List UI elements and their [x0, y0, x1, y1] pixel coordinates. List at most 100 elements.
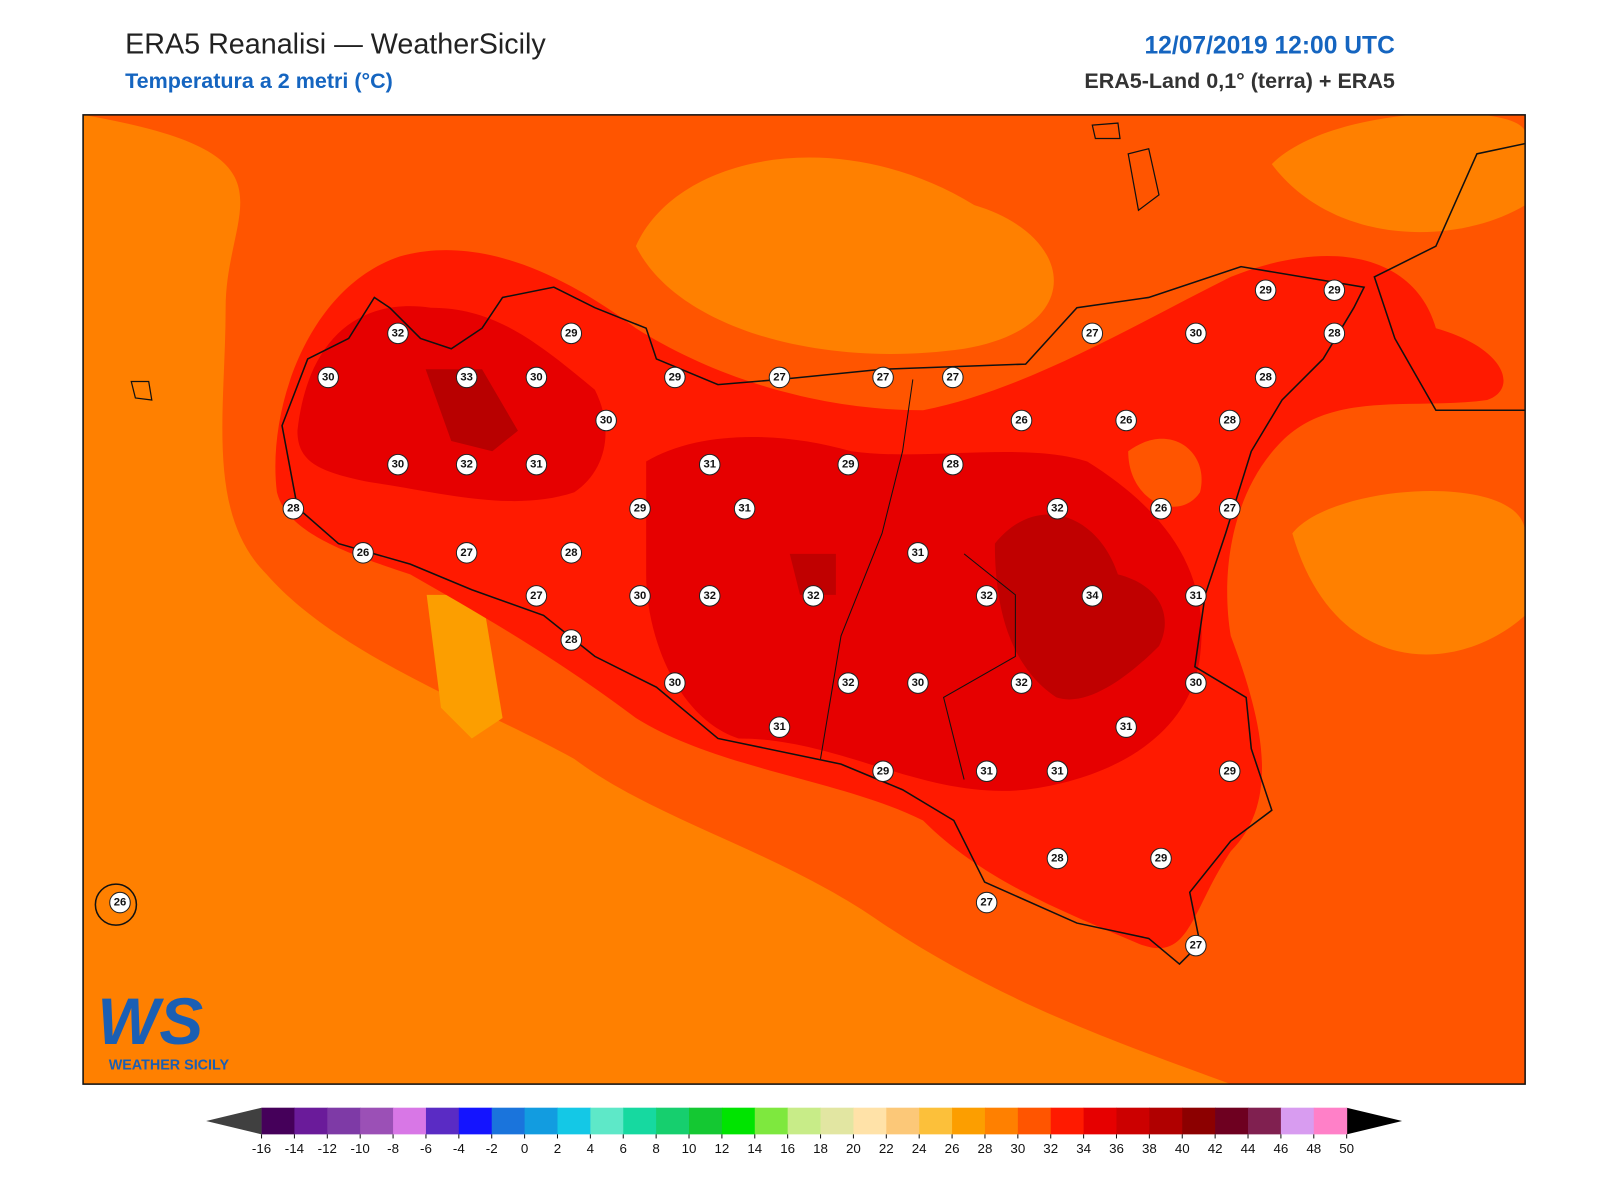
- colorbar-tick-label: 26: [945, 1141, 960, 1156]
- station-value: 27: [773, 371, 786, 383]
- colorbar-tick-label: -6: [420, 1141, 432, 1156]
- colorbar-segment: [458, 1107, 493, 1135]
- colorbar-segment: [360, 1107, 394, 1135]
- station-marker: [109, 891, 131, 914]
- station-value: 30: [634, 590, 647, 602]
- station-value: 32: [1051, 503, 1064, 515]
- station-marker: [837, 453, 859, 476]
- colorbar-tick-label: 18: [813, 1141, 828, 1156]
- station-marker: [595, 409, 617, 432]
- station-marker: [1115, 409, 1137, 432]
- station-marker: [525, 585, 548, 607]
- colorbar-segment: [1248, 1107, 1282, 1135]
- colorbar-tick-label: 40: [1175, 1141, 1190, 1156]
- station-value: 30: [322, 371, 335, 383]
- colorbar-tick-label: 32: [1043, 1141, 1058, 1156]
- station-marker: [1185, 672, 1207, 694]
- colorbar-segment: [425, 1107, 460, 1135]
- colorbar-segment: [820, 1107, 854, 1135]
- station-value: 27: [980, 897, 993, 909]
- station-marker: [664, 366, 686, 389]
- station-marker: [837, 672, 859, 694]
- station-marker: [1254, 366, 1277, 389]
- colorbar-segment: [327, 1107, 361, 1135]
- colorbar-segment: [853, 1107, 887, 1135]
- colorbar-segment: [689, 1107, 723, 1135]
- station-value: 29: [669, 371, 682, 383]
- station-value: 28: [947, 459, 960, 471]
- station-value: 26: [1015, 415, 1028, 427]
- colorbar-tick-label: 48: [1306, 1141, 1321, 1156]
- station-marker: [1185, 322, 1207, 345]
- station-value: 34: [1086, 590, 1099, 602]
- station-marker: [1150, 497, 1172, 520]
- colorbar-segment: [393, 1107, 427, 1135]
- station-value: 28: [287, 503, 300, 515]
- colorbar-segment: [754, 1107, 789, 1135]
- colorbar-segment: [919, 1107, 953, 1135]
- map-frame: [82, 114, 1526, 1085]
- station-marker: [907, 672, 929, 694]
- station-marker: [1185, 585, 1207, 607]
- title: ERA5 Reanalisi — WeatherSicily: [125, 28, 546, 60]
- colorbar-segment: [1280, 1107, 1315, 1135]
- colorbar-tick-label: -16: [252, 1141, 271, 1156]
- colorbar-segment: [886, 1107, 920, 1135]
- colorbar-segment: [524, 1107, 558, 1135]
- colorbar-tick-label: 42: [1208, 1141, 1223, 1156]
- colorbar-tick-label: 2: [554, 1141, 561, 1156]
- colorbar-segment: [1182, 1107, 1216, 1135]
- station-marker: [1115, 716, 1137, 738]
- station-marker: [768, 366, 791, 389]
- station-marker: [733, 497, 756, 520]
- station-value: 26: [1120, 415, 1133, 427]
- station-marker: [1185, 934, 1207, 957]
- colorbar-segment: [984, 1107, 1019, 1135]
- station-value: 31: [912, 547, 925, 559]
- station-value: 29: [1259, 284, 1272, 296]
- colorbar-tick-label: -14: [285, 1141, 305, 1156]
- station-marker: [1323, 279, 1346, 302]
- colorbar-tick-label: 24: [912, 1141, 927, 1156]
- colorbar-tick-label: -10: [351, 1141, 370, 1156]
- station-marker: [282, 497, 305, 520]
- colorbar-segment: [1116, 1107, 1150, 1135]
- colorbar-segment: [1215, 1107, 1249, 1135]
- colorbar-segment: [787, 1107, 822, 1135]
- datetime: 12/07/2019 12:00 UTC: [1144, 32, 1395, 59]
- station-marker: [629, 497, 651, 520]
- colorbar-over: [1346, 1107, 1403, 1135]
- station-value: 28: [1259, 371, 1272, 383]
- colorbar-tick-label: -12: [318, 1141, 337, 1156]
- station-value: 31: [703, 459, 716, 471]
- station-marker: [802, 585, 825, 607]
- colorbar-tick-label: 8: [652, 1141, 659, 1156]
- colorbar-tick-label: 30: [1010, 1141, 1025, 1156]
- station-value: 33: [460, 371, 473, 383]
- station-value: 30: [1190, 677, 1203, 689]
- station-marker: [1046, 760, 1069, 783]
- station-value: 30: [912, 677, 925, 689]
- station-value: 32: [980, 590, 993, 602]
- colorbar-segment: [1313, 1107, 1348, 1135]
- logo: WS WEATHER SICILY: [97, 985, 229, 1074]
- colorbar-tick-label: 38: [1142, 1141, 1157, 1156]
- stations: 32 29 27 30 28 29 29 30 33 30 29 27 27 27 28 30 26 26 28 30…: [109, 279, 1346, 957]
- station-value: 27: [1223, 503, 1236, 515]
- station-value: 29: [842, 459, 855, 471]
- station-marker: [629, 585, 651, 607]
- station-value: 28: [1051, 852, 1064, 864]
- colorbar-tick-label: 44: [1241, 1141, 1256, 1156]
- station-value: 31: [980, 765, 993, 777]
- station-marker: [525, 366, 548, 389]
- station-value: 32: [842, 677, 855, 689]
- station-value: 30: [669, 677, 682, 689]
- station-value: 32: [392, 327, 405, 339]
- colorbar-tick-label: 12: [714, 1141, 729, 1156]
- station-value: 29: [877, 765, 890, 777]
- colorbar-tick-label: -8: [387, 1141, 399, 1156]
- station-marker: [560, 629, 583, 651]
- station-value: 30: [1190, 327, 1203, 339]
- colorbar-tick-label: 14: [747, 1141, 762, 1156]
